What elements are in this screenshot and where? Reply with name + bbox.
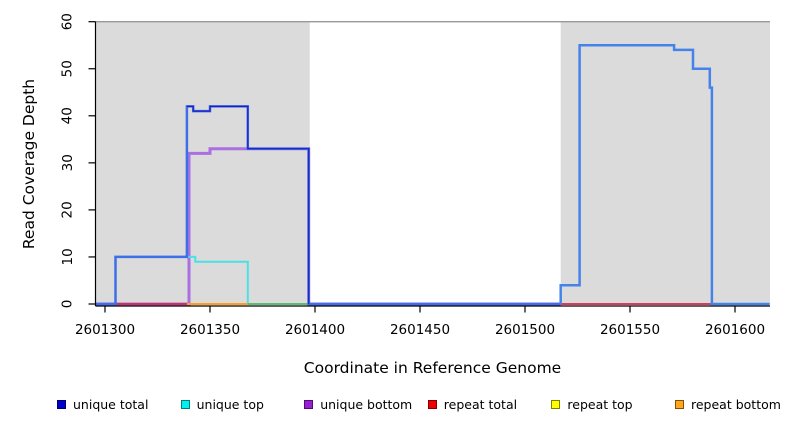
legend-label-unique-total: unique total	[73, 396, 149, 412]
plot-area: 2601300 2601350 2601400 2601450 2601500 26015…	[60, 13, 770, 338]
legend-swatch-unique-total-icon	[57, 399, 66, 409]
legend-label-unique-bottom: unique bottom	[320, 396, 413, 412]
y-tick-label: 50	[60, 60, 76, 77]
shaded-region-2	[560, 21, 770, 304]
legend-swatch-unique-top-icon	[180, 399, 190, 409]
legend-item-repeat-top: repeat top	[551, 394, 633, 414]
legend-item-unique-top: unique top	[180, 394, 264, 414]
x-tick-label: 2601500	[495, 322, 555, 338]
x-tick-label: 2601350	[180, 322, 240, 338]
x-tick-label: 2601550	[600, 322, 660, 338]
y-tick-label: 40	[60, 107, 76, 124]
series-unique-total-right-region	[559, 43, 770, 306]
legend-swatch-unique-bottom-icon	[304, 399, 314, 409]
legend-swatch-repeat-top-icon	[551, 399, 561, 409]
y-tick-label: 0	[60, 300, 76, 309]
y-tick-label: 30	[60, 154, 76, 171]
legend: unique total unique top unique bottom repea…	[0, 394, 792, 416]
y-axis-title: Read Coverage Depth	[20, 78, 38, 250]
legend-label-repeat-top: repeat top	[567, 396, 633, 412]
y-tick-label: 60	[60, 13, 76, 30]
legend-item-unique-total: unique total	[57, 394, 148, 414]
x-tick-label: 2601600	[705, 322, 765, 338]
legend-swatch-repeat-bottom-icon	[675, 399, 684, 409]
x-tick-label: 2601450	[390, 322, 450, 338]
y-tick-label: 20	[60, 201, 76, 218]
y-tick-label: 10	[60, 248, 76, 265]
legend-label-repeat-bottom: repeat bottom	[691, 396, 781, 412]
legend-swatch-repeat-total-icon	[427, 399, 437, 409]
x-axis-title: Coordinate in Reference Genome	[303, 359, 562, 377]
legend-label-unique-top: unique top	[196, 396, 264, 412]
legend-label-repeat-total: repeat total	[443, 396, 518, 412]
legend-item-unique-bottom: unique bottom	[304, 394, 412, 414]
legend-item-repeat-bottom: repeat bottom	[675, 394, 781, 414]
series-unique-total-left-region-core	[186, 105, 310, 304]
x-tick-label: 2601300	[75, 322, 135, 338]
legend-item-repeat-total: repeat total	[427, 394, 518, 414]
x-tick-label: 2601400	[285, 322, 345, 338]
